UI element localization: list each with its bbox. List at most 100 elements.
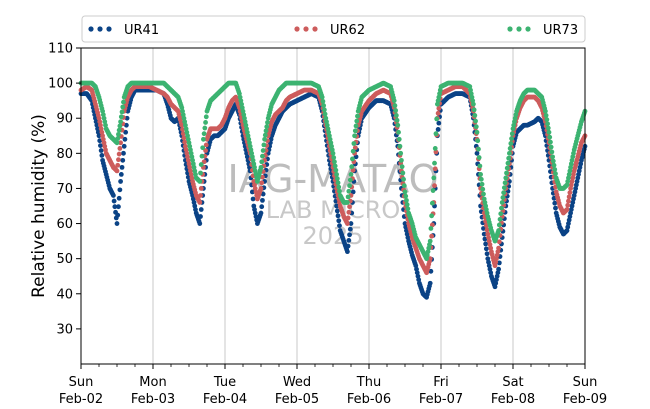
data-point <box>394 117 400 123</box>
data-point <box>119 109 125 115</box>
data-point <box>250 196 256 202</box>
data-point <box>478 172 483 177</box>
data-point <box>428 268 434 274</box>
data-point <box>111 198 117 204</box>
data-point <box>116 127 122 133</box>
data-point <box>428 226 434 231</box>
x-tick-label-day: Mon <box>139 375 166 390</box>
data-point <box>548 144 554 150</box>
data-point <box>496 239 502 245</box>
data-point <box>508 141 514 146</box>
data-point <box>117 123 123 129</box>
data-point <box>197 200 203 205</box>
data-point <box>96 133 102 139</box>
data-point <box>504 170 509 176</box>
data-point <box>203 142 209 148</box>
data-point <box>483 246 489 252</box>
data-point <box>198 214 203 219</box>
data-point <box>497 216 503 222</box>
x-tick-label-day: Sun <box>69 375 94 390</box>
legend-marker <box>88 26 94 32</box>
data-point <box>182 139 188 145</box>
data-point <box>435 110 441 116</box>
data-point <box>499 200 505 205</box>
legend: UR41 UR62 UR73 <box>81 15 586 43</box>
y-tick-label: 70 <box>56 182 73 197</box>
y-tick-label: 90 <box>56 112 73 127</box>
legend-item-UR73: UR73 <box>507 23 578 38</box>
data-point <box>321 107 327 113</box>
data-point <box>401 183 407 189</box>
data-point <box>115 162 121 168</box>
data-point <box>391 98 397 104</box>
data-point <box>471 101 476 107</box>
data-point <box>550 158 556 164</box>
data-point <box>330 150 336 156</box>
data-point <box>398 150 404 156</box>
data-point <box>396 136 402 142</box>
data-point <box>546 129 552 135</box>
data-point <box>203 114 209 120</box>
data-point <box>197 221 203 226</box>
data-point <box>345 200 350 205</box>
data-point <box>481 191 486 197</box>
data-point <box>566 194 572 200</box>
data-point <box>259 159 265 165</box>
data-point <box>260 153 265 159</box>
data-point <box>476 146 481 152</box>
data-point <box>503 175 509 181</box>
data-point <box>345 194 351 200</box>
data-point <box>351 141 357 146</box>
data-point <box>480 186 486 192</box>
data-point <box>123 122 129 128</box>
legend-marker <box>516 26 522 32</box>
data-point <box>500 195 506 200</box>
data-point <box>265 120 270 125</box>
data-point <box>334 172 339 177</box>
data-point <box>506 155 512 161</box>
data-point <box>353 123 359 129</box>
data-point <box>201 136 206 142</box>
x-tick-label-date: Feb-03 <box>131 392 175 407</box>
x-tick-label-day: Wed <box>283 375 311 390</box>
y-tick-label: 80 <box>56 147 73 162</box>
data-point <box>501 190 507 196</box>
data-point <box>404 197 409 203</box>
data-point <box>320 98 326 104</box>
data-point <box>200 145 206 151</box>
data-point <box>475 138 481 144</box>
x-tick-label-day: Sun <box>573 375 598 390</box>
y-tick-label: 50 <box>56 252 73 267</box>
data-point <box>427 256 433 262</box>
data-point <box>427 280 433 286</box>
data-point <box>111 193 116 198</box>
data-point <box>471 107 477 113</box>
data-point <box>429 213 435 219</box>
data-point <box>498 211 504 217</box>
data-point <box>319 94 325 100</box>
data-point <box>346 209 352 215</box>
x-tick-label-date: Feb-07 <box>419 392 463 407</box>
legend-box <box>81 15 586 43</box>
data-point <box>114 221 120 226</box>
data-point <box>347 204 352 210</box>
data-point <box>116 131 121 137</box>
y-tick-label: 60 <box>56 217 73 232</box>
data-point <box>332 163 338 169</box>
data-point <box>551 195 557 201</box>
data-point <box>262 132 268 138</box>
data-point <box>432 146 438 151</box>
data-point <box>550 154 555 160</box>
legend-label: UR62 <box>330 23 365 38</box>
data-point <box>396 129 401 135</box>
data-point <box>403 193 409 199</box>
data-point <box>499 205 504 211</box>
x-tick-label-day: Tue <box>213 375 236 390</box>
data-point <box>336 218 342 224</box>
data-point <box>567 190 573 196</box>
legend-label: UR73 <box>543 23 578 38</box>
data-point <box>197 179 203 184</box>
x-tick-label-day: Sat <box>502 375 523 390</box>
data-point <box>115 212 121 218</box>
data-point <box>114 140 120 146</box>
